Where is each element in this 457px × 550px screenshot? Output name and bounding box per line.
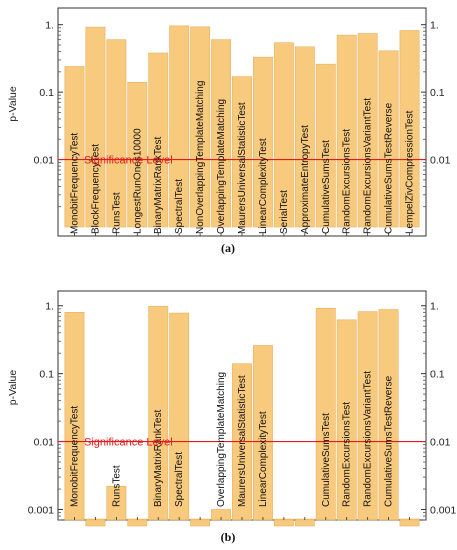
category-label: MaurersUniversalStatisticTest [237,375,248,507]
y-tick-label-left: 1. [45,20,54,32]
category-label: CumulativeSumsTestReverse [384,102,395,234]
category-label: RunsTest [111,192,122,234]
category-label: CumulativeSumsTest [321,413,332,507]
bar-empty-3 [127,518,148,527]
bar-maurersuniversalstatistictest [232,76,252,228]
y-tick-label-left: 0.1 [39,87,54,99]
category-label: RandomExcursionsVariantTest [363,371,374,507]
bar-empty-10 [273,518,294,527]
y-tick-label-left: 0.01 [34,437,55,449]
category-label: CumulativeSumsTestReverse [384,375,395,507]
bar-runstest [106,39,127,228]
y-axis-label: p-Value [7,86,19,122]
category-label: LempelZivCompressionTest [405,110,416,234]
bar-longestrunones10000 [127,81,148,228]
category-label: OverlappingTemplateMatching [216,99,227,234]
y-axis-label: p-Value [7,370,19,406]
significance-label: Significance Level [84,155,173,167]
y-tick-label-right: 0.01 [430,155,451,167]
bar-linearcomplexitytest [253,56,273,228]
category-label: RandomExcursionsTest [342,129,353,234]
chart-panel-a: p-Value 1. 1. 0.1 0.1 0.01 0.01 MonobitFrequenc… [7,7,451,255]
bar-empty-16 [399,518,420,527]
category-label: LinearComplexityTest [258,138,269,234]
category-label: BinaryMatrixRankTest [153,410,164,507]
y-tick-label-right: 0.1 [430,87,445,99]
category-label: BinaryMatrixRankTest [153,137,164,234]
bar-spectraltest [169,25,190,228]
category-label: ApproximateEntropyTest [300,125,311,234]
bar-approximateentropytest [294,46,315,228]
y-tick-label-left: 0.1 [39,369,54,381]
category-label: SpectralTest [174,452,185,507]
category-label: RandomExcursionsTest [342,402,353,507]
y-tick-label-left: 0.01 [34,155,55,167]
bar-empty-6 [190,518,211,527]
bar-empty-11 [294,518,315,527]
panel-caption: (a) [221,241,235,255]
category-label: RunsTest [111,465,122,507]
category-label: NonOverlappingTemplateMatching [195,81,206,234]
bar-binarymatrixranktest [148,52,169,228]
bar-randomexcursionstest [336,34,357,228]
category-label: SpectralTest [174,179,185,234]
bar-cumulativesumstest [315,63,336,228]
category-label: LongestRunOnes10000 [132,128,143,234]
bar-serialtest [273,42,294,228]
panel-caption: (b) [221,530,236,544]
bar-blockfrequencytest [85,26,106,228]
bar-randomexcursionsvarianttest [357,33,378,228]
bar-nonoverlappingtemplatematching [190,26,211,228]
y-tick-label-right: 1. [430,301,439,313]
category-label: RandomExcursionsVariantTest [363,98,374,234]
category-label: MonobitFrequencyTest [69,133,80,234]
y-tick-label-right: 0.1 [430,369,445,381]
bar-cumulativesumstestreverse [378,50,399,228]
significance-label: Significance Level [84,437,173,449]
bar-lempelzivcompressiontest [399,30,420,228]
category-label: OverlappingTemplateMatching [216,372,227,507]
category-label: LinearComplexityTest [258,411,269,507]
y-tick-label-right: 0.001 [430,504,456,516]
bar-overlappingtemplatematching [211,39,231,228]
bar-empty-1 [85,518,106,527]
category-label: CumulativeSumsTest [321,140,332,234]
y-tick-label-left: 1. [45,301,54,313]
category-label: MaurersUniversalStatisticTest [237,102,248,234]
y-tick-label-right: 1. [430,20,439,32]
y-tick-label-left: 0.001 [28,504,54,516]
bar-monobitfrequencytest [64,66,85,228]
category-label: MonobitFrequencyTest [69,406,80,507]
category-label: SerialTest [279,190,290,234]
y-tick-label-right: 0.01 [430,437,451,449]
category-label: BlockFrequencyTest [90,144,101,234]
chart-panel-b: p-Value 1. 1. 0.1 0.1 0.01 0.01 0.001 0.001 Monob… [7,290,456,544]
